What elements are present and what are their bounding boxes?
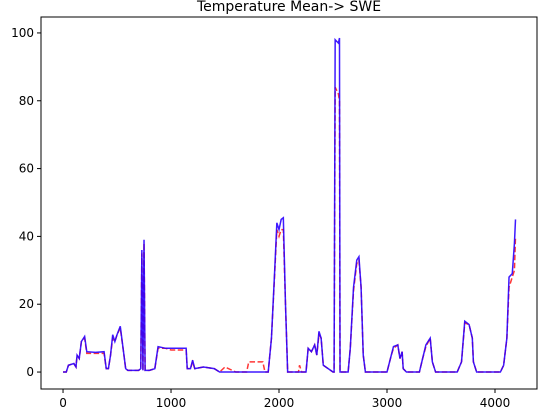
line-series [63,37,517,373]
y-tick-label: 40 [19,229,34,243]
y-tick-label: 20 [19,297,34,311]
x-tick-label: 0 [59,396,67,410]
y-tick-label: 60 [19,162,34,176]
line-series [63,86,517,373]
x-tick-label: 1000 [156,396,187,410]
y-tick-label: 0 [26,365,34,379]
x-tick-label: 3000 [372,396,403,410]
y-tick-label: 100 [11,26,34,40]
y-tick-label: 80 [19,94,34,108]
x-tick-label: 2000 [264,396,295,410]
axes-frame [40,16,538,390]
chart-title: Temperature Mean-> SWE [196,0,381,15]
x-tick-label: 4000 [480,396,511,410]
